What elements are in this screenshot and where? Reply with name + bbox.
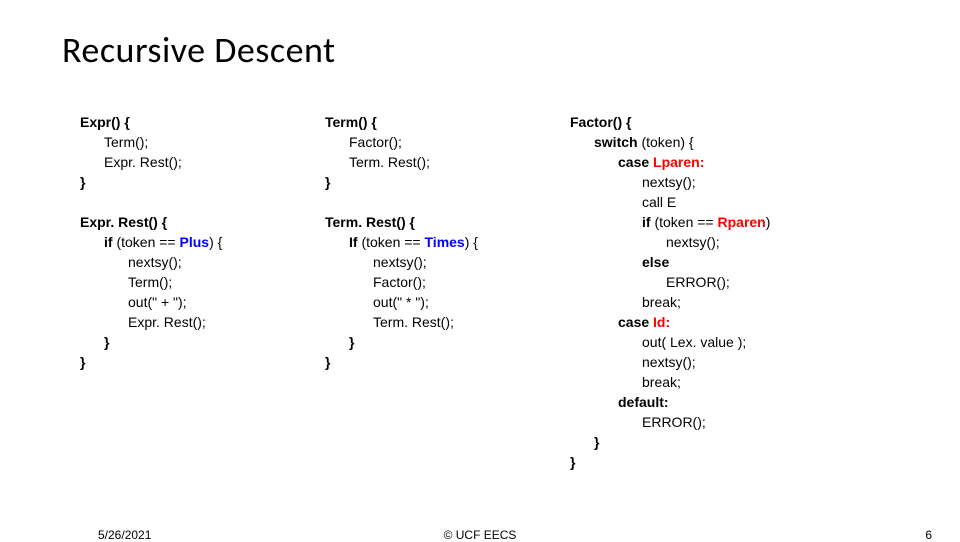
case1-break: break;: [642, 294, 681, 310]
case2-break: break;: [642, 374, 681, 390]
switch-keyword: switch: [594, 134, 638, 150]
case1-line-1: nextsy();: [642, 174, 696, 190]
id-token: Id:: [653, 314, 670, 330]
termrest-close: }: [325, 354, 330, 370]
code-column-3: Factor() { switch (token) { case Lparen:…: [570, 112, 910, 492]
exprrest-line-4: Expr. Rest();: [128, 314, 206, 330]
expr-line-1: Term();: [104, 134, 148, 150]
expr-function: Expr() { Term(); Expr. Rest(); }: [80, 112, 320, 192]
term-line-1: Factor();: [349, 134, 402, 150]
exprrest-line-1: nextsy();: [128, 254, 182, 270]
exprrest-line-2: Term();: [128, 274, 172, 290]
term-function: Term() { Factor(); Term. Rest(); }: [325, 112, 565, 192]
exprrest-function: Expr. Rest() { if (token == Plus) { next…: [80, 212, 320, 372]
term-line-2: Term. Rest();: [349, 154, 430, 170]
termrest-if-mid: (token ==: [358, 234, 425, 250]
termrest-function: Term. Rest() { If (token == Times) { nex…: [325, 212, 565, 372]
expr-line-2: Expr. Rest();: [104, 154, 182, 170]
term-close: }: [325, 174, 330, 190]
exprrest-if-post: ) {: [209, 234, 222, 250]
case1-line-4: ERROR();: [666, 274, 730, 290]
exprrest-close: }: [80, 354, 85, 370]
lparen-token: Lparen:: [653, 154, 704, 170]
case2-line-2: nextsy();: [642, 354, 696, 370]
termrest-line-2: Factor();: [373, 274, 426, 290]
default-line-1: ERROR();: [642, 414, 706, 430]
termrest-line-3: out(" * ");: [373, 294, 429, 310]
termrest-line-1: nextsy();: [373, 254, 427, 270]
factor-close: }: [570, 454, 575, 470]
term-head: Term() {: [325, 114, 377, 130]
exprrest-line-3: out(" + ");: [128, 294, 187, 310]
case1-if-keyword: if: [642, 214, 651, 230]
page-title: Recursive Descent: [62, 28, 336, 72]
exprrest-inner-close: }: [104, 334, 109, 350]
exprrest-if-mid: (token ==: [113, 234, 180, 250]
rparen-token: Rparen: [718, 214, 766, 230]
case1-line-3: nextsy();: [666, 234, 720, 250]
termrest-head: Term. Rest() {: [325, 214, 415, 230]
code-column-2: Term() { Factor(); Term. Rest(); } Term.…: [325, 112, 565, 392]
factor-function: Factor() { switch (token) { case Lparen:…: [570, 112, 910, 472]
case-lparen-keyword: case: [618, 154, 653, 170]
code-column-1: Expr() { Term(); Expr. Rest(); } Expr. R…: [80, 112, 320, 392]
case1-line-2: call E: [642, 194, 676, 210]
exprrest-plus-token: Plus: [180, 234, 210, 250]
default-keyword: default:: [618, 394, 669, 410]
case2-line-1: out( Lex. value );: [642, 334, 746, 350]
case1-else-keyword: else: [642, 254, 669, 270]
case1-if-post: ): [766, 214, 771, 230]
termrest-times-token: Times: [425, 234, 465, 250]
switch-post: (token) {: [638, 134, 694, 150]
exprrest-if-keyword: if: [104, 234, 113, 250]
case1-if-mid: (token ==: [651, 214, 718, 230]
termrest-inner-close: }: [349, 334, 354, 350]
switch-close: }: [594, 434, 599, 450]
factor-head: Factor() {: [570, 114, 631, 130]
expr-head: Expr() {: [80, 114, 130, 130]
termrest-line-4: Term. Rest();: [373, 314, 454, 330]
case-id-keyword: case: [618, 314, 653, 330]
exprrest-head: Expr. Rest() {: [80, 214, 167, 230]
termrest-if-post: ) {: [465, 234, 478, 250]
termrest-if-keyword: If: [349, 234, 358, 250]
expr-close: }: [80, 174, 85, 190]
